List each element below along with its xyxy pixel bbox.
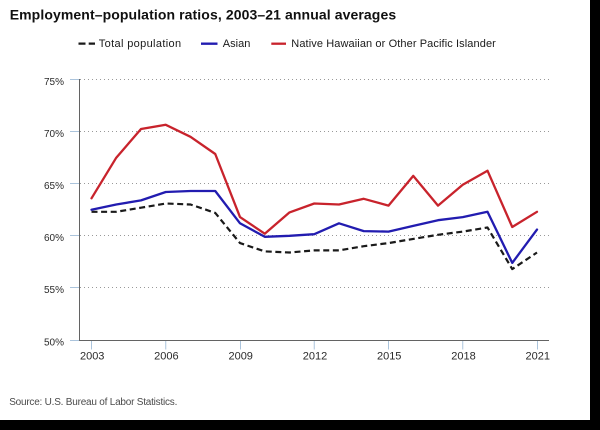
svg-text:55%: 55% (44, 285, 64, 296)
svg-text:2015: 2015 (377, 351, 401, 363)
svg-text:Total population: Total population (99, 38, 182, 50)
svg-text:Asian: Asian (223, 38, 251, 50)
svg-text:2021: 2021 (526, 351, 550, 363)
svg-text:2003: 2003 (80, 351, 104, 363)
svg-text:2006: 2006 (154, 351, 178, 363)
svg-text:2018: 2018 (451, 351, 475, 363)
svg-text:Native Hawaiian or Other Pacif: Native Hawaiian or Other Pacific Islande… (291, 38, 496, 50)
svg-text:Source: U.S. Bureau of Labor S: Source: U.S. Bureau of Labor Statistics. (9, 397, 177, 408)
svg-text:2009: 2009 (228, 351, 252, 363)
svg-text:50%: 50% (44, 338, 64, 349)
svg-text:65%: 65% (44, 181, 64, 192)
svg-text:75%: 75% (44, 77, 64, 88)
svg-text:2012: 2012 (303, 351, 327, 363)
svg-text:70%: 70% (44, 129, 64, 140)
svg-text:Employment–population ratios,: Employment–population ratios, 2003–21 an… (10, 6, 397, 22)
svg-text:60%: 60% (44, 233, 64, 244)
